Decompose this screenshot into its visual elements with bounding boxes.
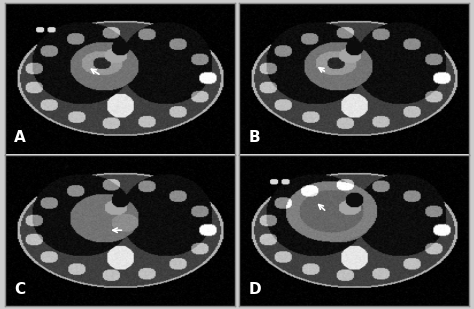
Text: A: A [14,130,26,146]
Text: C: C [14,282,25,297]
Text: B: B [248,130,260,146]
Text: D: D [248,282,261,297]
